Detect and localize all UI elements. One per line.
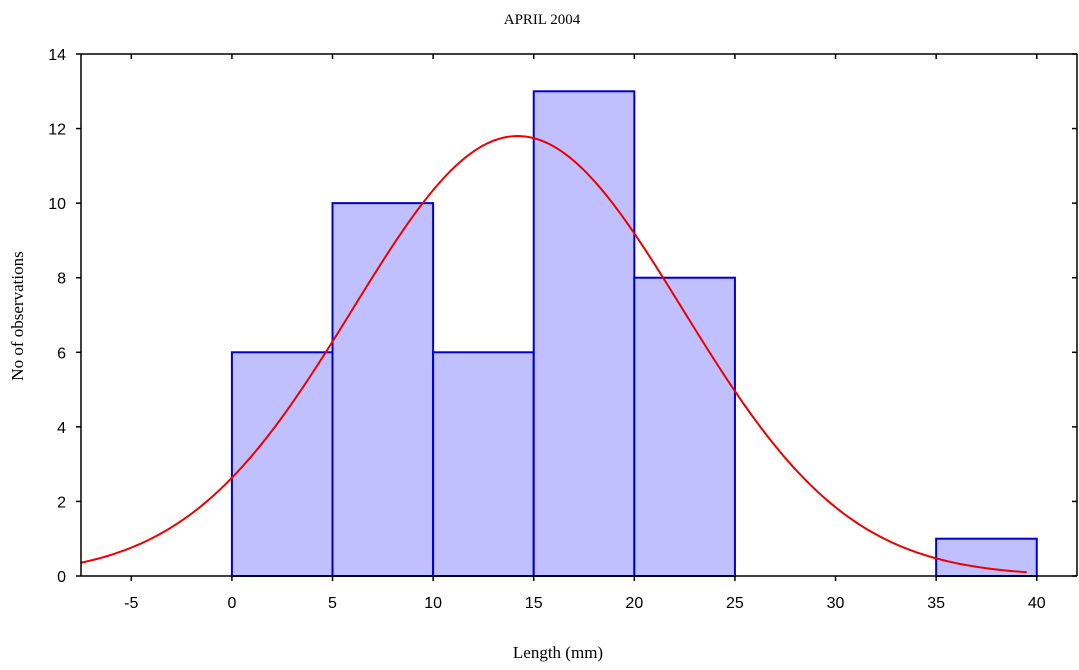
x-tick-label-7: 30 bbox=[827, 595, 845, 612]
x-tick-label-4: 15 bbox=[525, 595, 543, 612]
y-axis-label: No of observations bbox=[8, 251, 27, 380]
x-tick-label-9: 40 bbox=[1028, 595, 1046, 612]
histogram-bar-8 bbox=[935, 537, 1038, 578]
chart-title: APRIL 2004 bbox=[504, 12, 581, 28]
x-axis-label: Length (mm) bbox=[513, 643, 603, 662]
histogram-bar-4 bbox=[532, 90, 636, 578]
x-tick-label-6: 25 bbox=[726, 595, 744, 612]
x-tick-label-2: 5 bbox=[328, 595, 337, 612]
x-tick-label-8: 35 bbox=[927, 595, 945, 612]
x-axis-ticks: -5 0 5 10 15 20 25 30 35 40 bbox=[124, 54, 1046, 612]
y-tick-label-2: 4 bbox=[57, 420, 66, 437]
x-tick-label-0: -5 bbox=[124, 595, 138, 612]
histogram-bar-3 bbox=[432, 351, 535, 577]
normal-fit-curve bbox=[80, 135, 1027, 574]
x-tick-label-5: 20 bbox=[625, 595, 643, 612]
histogram-bars bbox=[230, 90, 1038, 578]
x-tick-label-3: 10 bbox=[424, 595, 442, 612]
y-tick-label-7: 14 bbox=[48, 47, 66, 64]
histogram-bar-1 bbox=[230, 351, 334, 577]
y-tick-label-0: 0 bbox=[57, 569, 66, 586]
y-axis-ticks: 0 2 4 6 8 10 12 14 bbox=[48, 47, 1077, 586]
y-tick-label-3: 6 bbox=[57, 345, 66, 362]
histogram-bar-2 bbox=[331, 202, 435, 577]
histogram-bar-5 bbox=[633, 276, 736, 577]
y-tick-label-5: 10 bbox=[48, 196, 66, 213]
y-tick-label-1: 2 bbox=[57, 494, 66, 511]
y-tick-label-6: 12 bbox=[48, 122, 66, 139]
y-tick-label-4: 8 bbox=[57, 271, 66, 288]
x-tick-label-1: 0 bbox=[227, 595, 236, 612]
